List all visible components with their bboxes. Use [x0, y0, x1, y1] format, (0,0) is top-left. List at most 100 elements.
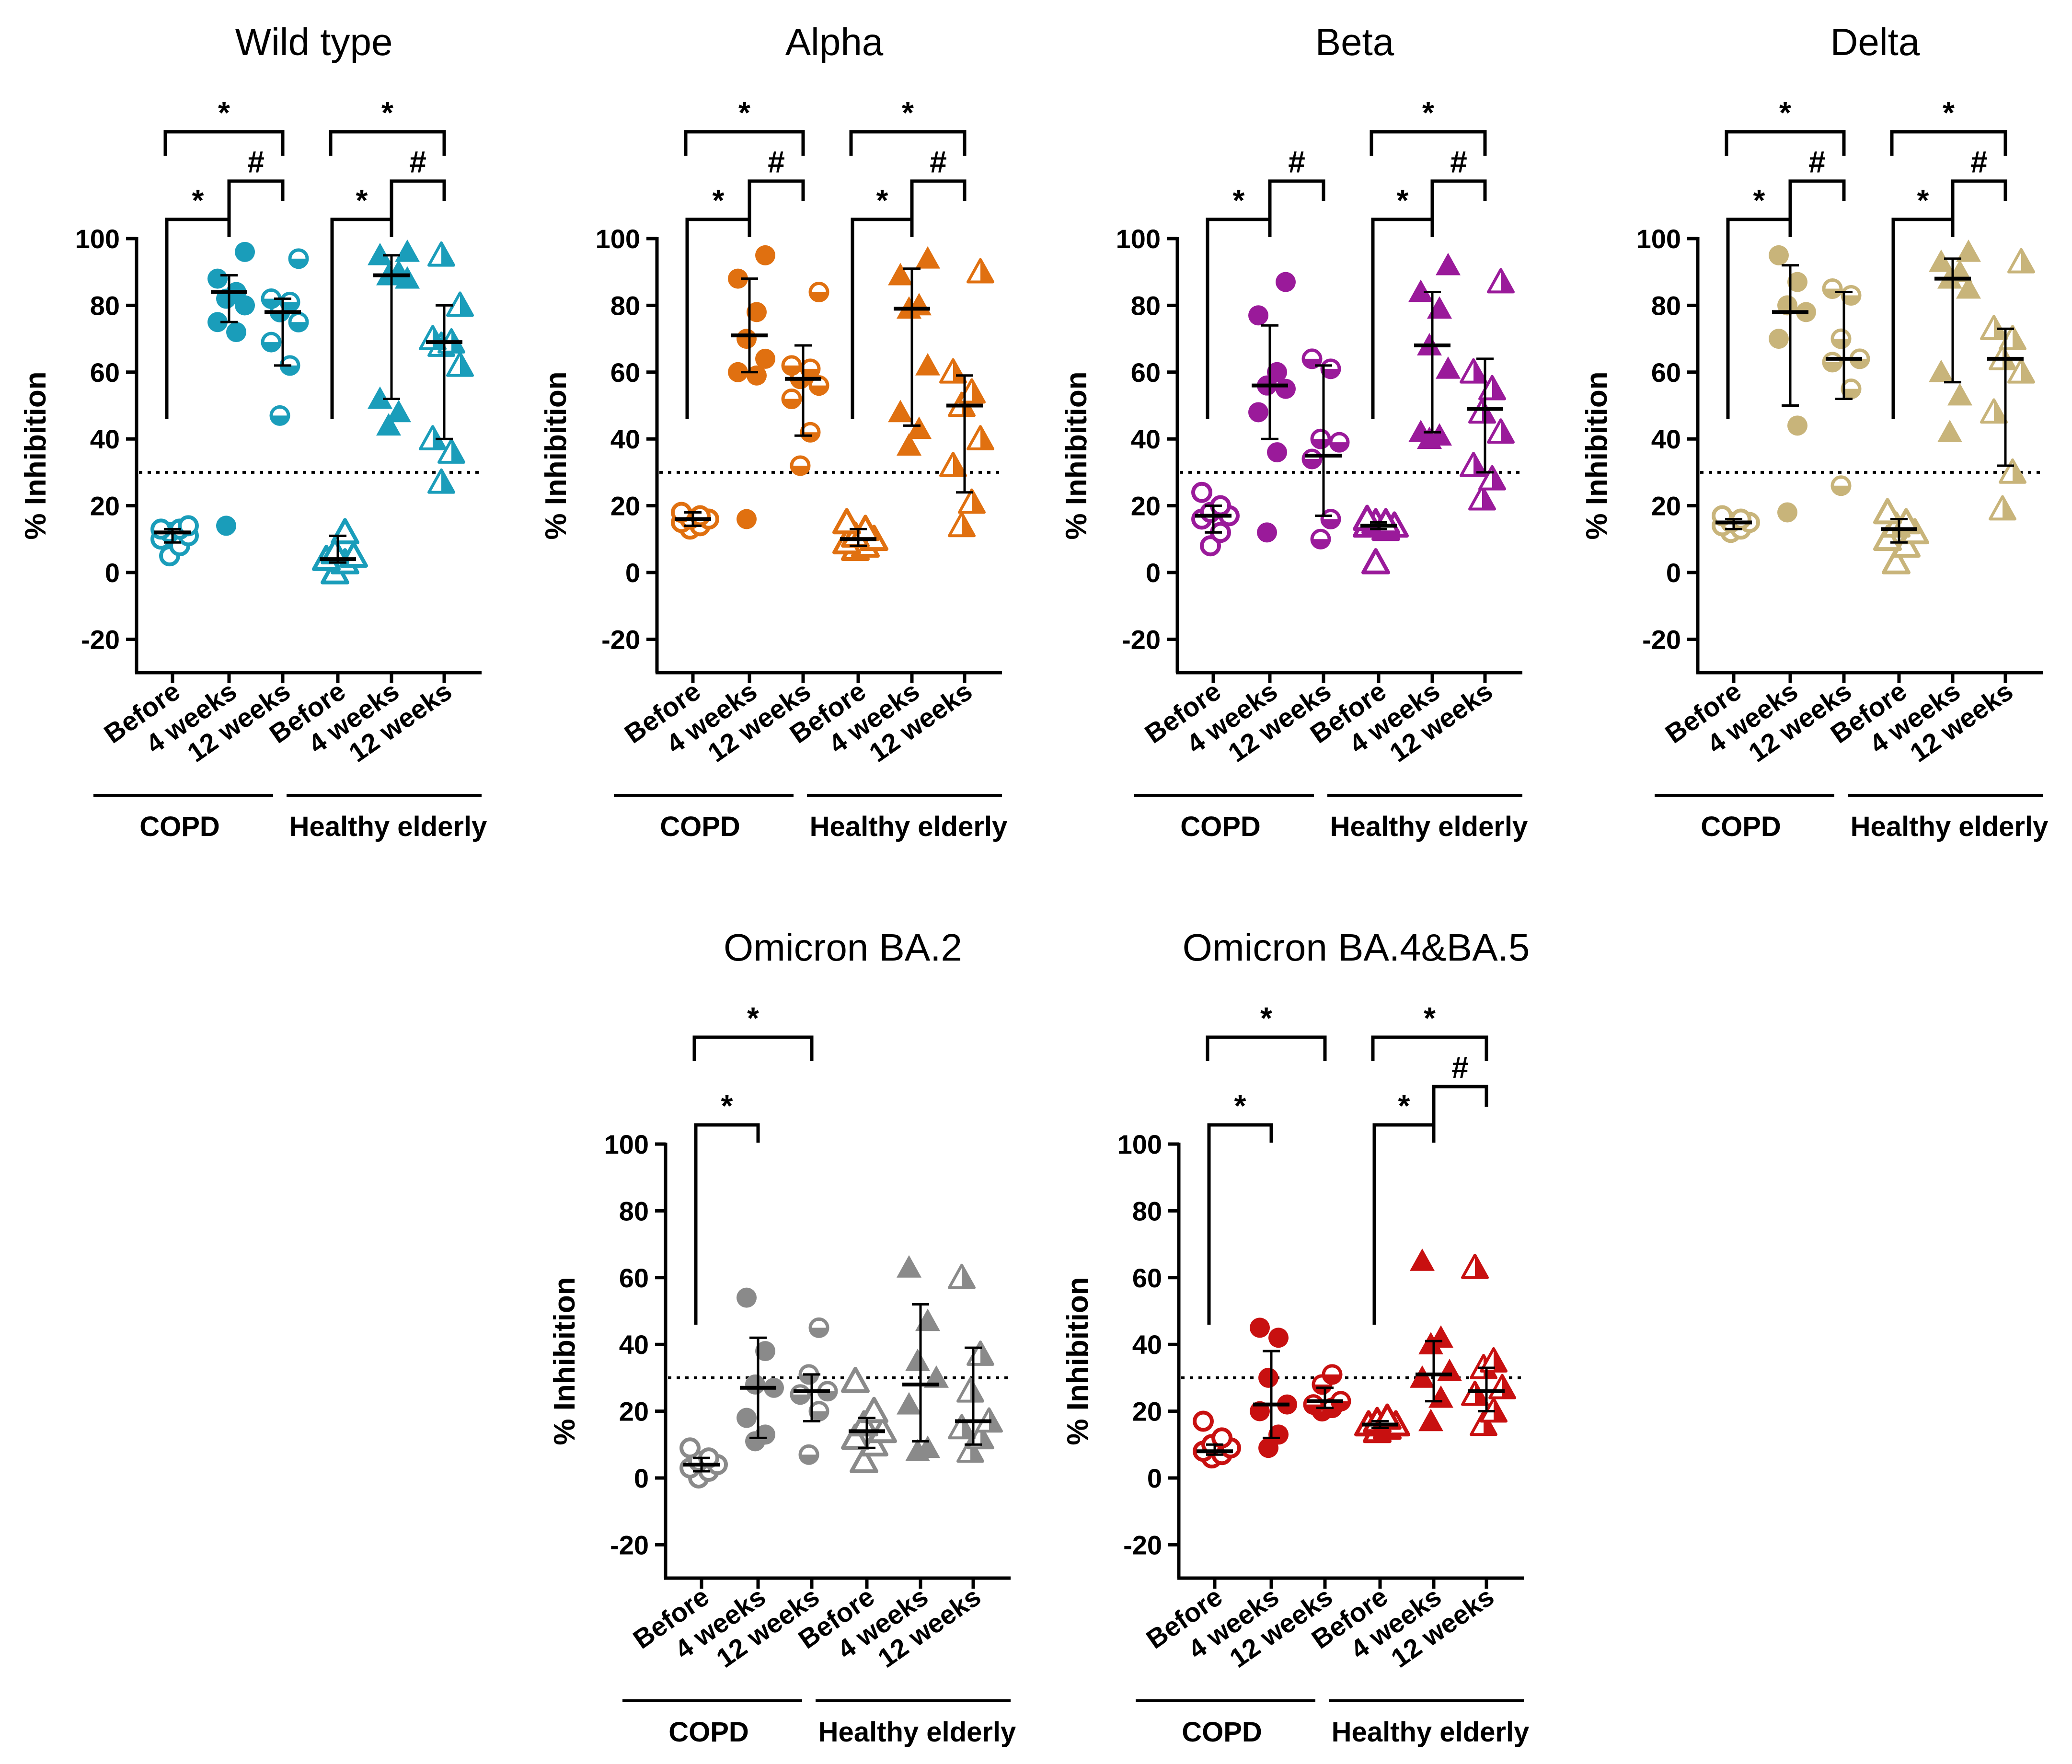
data-point-half: [1473, 453, 1486, 476]
data-point: [207, 312, 228, 332]
data-point: [850, 1447, 878, 1473]
data-point-half: [783, 365, 800, 374]
y-tick-label: 40: [90, 424, 120, 454]
data-point-half: [953, 453, 966, 476]
significance-bracket: [1725, 130, 1846, 156]
data-point-half: [962, 1265, 974, 1288]
chart-title: Wild type: [235, 21, 393, 63]
data-point: [1276, 272, 1296, 292]
data-point-half: [460, 353, 472, 376]
data-point: [235, 241, 255, 262]
data-point-half: [819, 1391, 836, 1400]
significance-label: #: [768, 145, 785, 179]
chart-title: Delta: [1830, 21, 1920, 63]
data-point: [958, 488, 986, 514]
significance-label: *: [713, 183, 725, 218]
data-point-half: [451, 440, 464, 462]
data-point-half: [1312, 539, 1329, 548]
data-point: [1460, 451, 1487, 477]
data-point: [832, 508, 861, 535]
data-point-half: [792, 465, 809, 474]
data-point: [437, 438, 465, 464]
data-point: [1787, 272, 1807, 292]
data-point-half: [1492, 376, 1505, 399]
data-point-half: [281, 302, 299, 311]
data-point: [269, 405, 290, 426]
data-point: [368, 386, 392, 409]
group-label-copd: COPD: [668, 1717, 749, 1748]
significance-bracket: [1370, 130, 1487, 156]
data-point-half: [810, 292, 828, 301]
data-point: [1769, 329, 1789, 349]
data-point: [956, 1437, 984, 1463]
data-point: [1436, 356, 1461, 379]
data-point: [1461, 1253, 1489, 1279]
y-tick-label: -20: [610, 1530, 649, 1560]
data-point: [737, 509, 757, 529]
data-point: [728, 362, 748, 382]
data-point: [1461, 1380, 1489, 1406]
significance-bracket: [329, 130, 446, 156]
data-point-half: [1492, 466, 1505, 489]
data-point: [939, 358, 967, 384]
data-point: [948, 1263, 976, 1289]
y-tick-label: 0: [105, 558, 120, 588]
data-point: [737, 1408, 757, 1428]
data-point: [1418, 1409, 1443, 1432]
significance-bracket: [163, 130, 285, 156]
y-tick-label: 80: [610, 290, 640, 321]
data-point: [368, 242, 392, 265]
data-point: [1787, 415, 1807, 436]
data-point-half: [980, 1342, 993, 1364]
data-point: [728, 268, 748, 289]
data-point: [1437, 1358, 1462, 1381]
significance-bracket: [1207, 1123, 1273, 1325]
y-axis-label: % Inhibition: [19, 371, 52, 539]
data-point: [755, 1424, 775, 1445]
data-point: [841, 1366, 870, 1393]
data-point: [207, 268, 228, 289]
data-point-half: [989, 1409, 1001, 1432]
y-tick-label: 100: [75, 224, 120, 254]
significance-bracket: [330, 218, 393, 419]
data-point-half: [451, 330, 464, 352]
y-tick-label: -20: [1123, 1530, 1162, 1560]
data-point: [967, 258, 994, 284]
data-point: [1830, 328, 1852, 349]
data-point-half: [433, 426, 445, 449]
data-point-half: [2003, 496, 2015, 519]
data-point: [1769, 245, 1789, 265]
data-point: [446, 291, 474, 317]
data-point: [1258, 1367, 1278, 1388]
y-tick-label: 60: [610, 357, 640, 388]
data-point: [1410, 1365, 1435, 1388]
data-point: [1418, 1332, 1443, 1354]
data-point-half: [2021, 359, 2034, 382]
data-point: [860, 1397, 888, 1423]
data-point: [956, 1377, 984, 1403]
significance-label: *: [902, 95, 914, 130]
data-point: [1361, 548, 1390, 574]
data-point-half: [1501, 420, 1513, 443]
data-point: [376, 413, 401, 436]
data-point: [745, 1374, 765, 1395]
significance-label: *: [1943, 95, 1955, 130]
significance-bracket: [1726, 218, 1792, 419]
data-point: [888, 263, 913, 286]
y-tick-label: 20: [619, 1397, 649, 1427]
data-point: [1460, 358, 1487, 384]
data-point-half: [962, 1415, 974, 1438]
data-point-half: [1312, 439, 1329, 448]
data-point-half: [810, 1411, 828, 1420]
significance-label: #: [1808, 145, 1826, 179]
data-point: [395, 239, 420, 262]
y-tick-label: 40: [619, 1329, 649, 1360]
data-point: [216, 515, 236, 536]
data-point: [1322, 1364, 1343, 1385]
y-tick-label: 100: [1636, 224, 1681, 254]
data-point-half: [1994, 316, 2006, 339]
significance-label: *: [1424, 1001, 1436, 1035]
data-point: [427, 468, 455, 494]
significance-label: *: [381, 95, 393, 130]
